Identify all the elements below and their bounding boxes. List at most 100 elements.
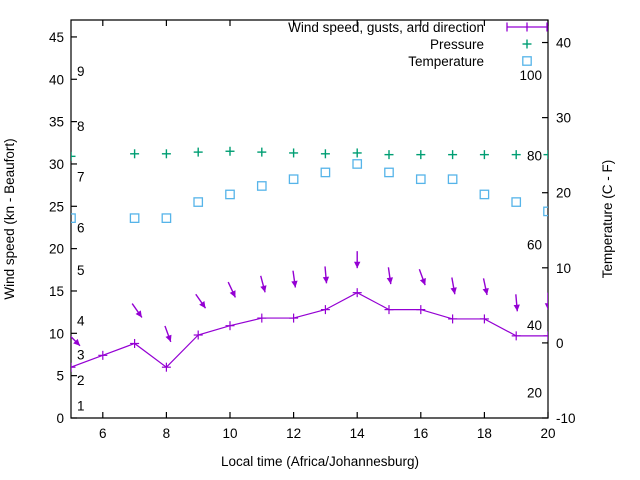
left-tick-label: 25 xyxy=(49,199,64,214)
wind-speed-point xyxy=(289,313,299,323)
x-axis-title: Local time (Africa/Johannesburg) xyxy=(221,454,419,469)
wind-speed-point xyxy=(543,331,548,341)
y-axis-title: Wind speed (kn - Beaufort) xyxy=(2,138,17,299)
bottom-tick-label: 20 xyxy=(540,426,555,441)
left-tick-label: 45 xyxy=(49,30,64,45)
beaufort-label: 6 xyxy=(77,220,85,235)
pressure-point xyxy=(289,148,299,158)
wind-speed-point xyxy=(193,330,203,340)
temperature-point xyxy=(161,213,172,223)
pressure-point xyxy=(320,149,330,159)
wind-speed-point xyxy=(352,288,362,298)
axis-ticks xyxy=(71,20,549,419)
gust-direction-arrow xyxy=(450,277,457,295)
bottom-tick-label: 18 xyxy=(477,426,492,441)
legend-label-1: Pressure xyxy=(430,37,484,52)
temperature-point xyxy=(415,174,426,185)
wind-speed-point xyxy=(71,362,76,372)
temperature-point xyxy=(288,174,299,185)
right-tick-label: 30 xyxy=(556,111,571,126)
legend-marker-2 xyxy=(522,56,532,66)
wind-speed-point xyxy=(320,305,330,315)
beaufort-label: 8 xyxy=(77,119,85,134)
pressure-point xyxy=(543,150,548,160)
pressure-label: 20 xyxy=(527,386,542,401)
pressure-point xyxy=(130,149,140,159)
wind-speed-line xyxy=(71,291,548,368)
gust-direction-arrow xyxy=(164,325,172,343)
bottom-tick-label: 6 xyxy=(99,426,107,441)
temperature-point xyxy=(193,197,204,207)
right-tick-label: 20 xyxy=(556,186,571,201)
axis-titles: Local time (Africa/Johannesburg) Wind spe… xyxy=(2,138,615,469)
temperature-point xyxy=(543,206,548,217)
legend-label-0: Wind speed, gusts, and direction xyxy=(288,20,484,35)
legend-label-2: Temperature xyxy=(408,54,484,69)
data-series xyxy=(71,146,548,372)
beaufort-label: 3 xyxy=(77,347,85,362)
right-tick-label: 0 xyxy=(556,336,564,351)
legend-marker-0 xyxy=(506,22,548,32)
beaufort-label: 4 xyxy=(77,314,85,329)
temperature-point xyxy=(511,197,522,207)
pressure-point xyxy=(71,151,76,161)
temperature-point xyxy=(479,189,490,200)
gust-direction-arrow xyxy=(322,266,330,284)
wind-speed-point xyxy=(130,338,140,348)
temperature-point xyxy=(129,213,140,223)
beaufort-label: 9 xyxy=(77,64,85,79)
bottom-tick-label: 16 xyxy=(413,426,428,441)
wind-speed-point xyxy=(511,331,521,341)
plot-frame xyxy=(70,19,549,419)
pressure-point xyxy=(479,150,489,160)
right-tick-label: 10 xyxy=(556,261,571,276)
gust-direction-arrow xyxy=(386,267,393,285)
temperature-point xyxy=(352,159,363,169)
pressure-label: 60 xyxy=(527,237,542,252)
temperature-point xyxy=(256,181,267,191)
pressure-point xyxy=(193,147,203,157)
temperature-point xyxy=(320,167,331,178)
right-tick-label: -10 xyxy=(556,411,576,426)
temperature-point xyxy=(447,174,458,185)
legend-marker-1 xyxy=(522,39,532,49)
inner-scale-labels: 1 2 3 4 5 6 7 8 9 20 40 60 80 100 xyxy=(77,64,542,413)
bottom-tick-label: 10 xyxy=(222,426,237,441)
wind-speed-point xyxy=(257,313,267,323)
pressure-point xyxy=(257,147,267,157)
pressure-label: 80 xyxy=(527,148,542,163)
gust-direction-arrow xyxy=(260,275,267,293)
left-tick-label: 0 xyxy=(56,411,64,426)
wind-speed-point xyxy=(98,350,108,360)
left-tick-label: 20 xyxy=(49,242,64,257)
wind-speed-point xyxy=(448,314,458,324)
bottom-tick-label: 8 xyxy=(163,426,171,441)
wind-speed-point xyxy=(384,305,394,315)
temperature-point xyxy=(71,213,76,223)
beaufort-label: 2 xyxy=(77,373,85,388)
temperature-point xyxy=(384,167,394,178)
pressure-point xyxy=(416,150,426,160)
wind-speed-point xyxy=(416,305,426,315)
right-tick-label: 40 xyxy=(556,36,571,51)
bottom-tick-label: 14 xyxy=(350,426,366,441)
pressure-point xyxy=(161,149,171,159)
chart-legend: Wind speed, gusts, and direction Pressure… xyxy=(288,20,548,69)
gust-direction-arrow xyxy=(354,251,361,269)
gust-direction-arrow xyxy=(227,281,237,298)
wind-speed-point xyxy=(225,321,235,331)
left-tick-label: 10 xyxy=(49,326,64,341)
pressure-point xyxy=(225,146,235,156)
left-tick-label: 5 xyxy=(56,369,64,384)
left-tick-label: 40 xyxy=(49,72,64,87)
pressure-point xyxy=(448,150,458,160)
gust-direction-arrow xyxy=(71,335,81,347)
pressure-label: 40 xyxy=(527,318,542,333)
gust-direction-arrow xyxy=(418,268,426,286)
gust-direction-arrow xyxy=(544,292,548,310)
left-tick-label: 30 xyxy=(49,157,64,172)
bottom-tick-label: 12 xyxy=(286,426,301,441)
wind-speed-point xyxy=(161,362,171,372)
